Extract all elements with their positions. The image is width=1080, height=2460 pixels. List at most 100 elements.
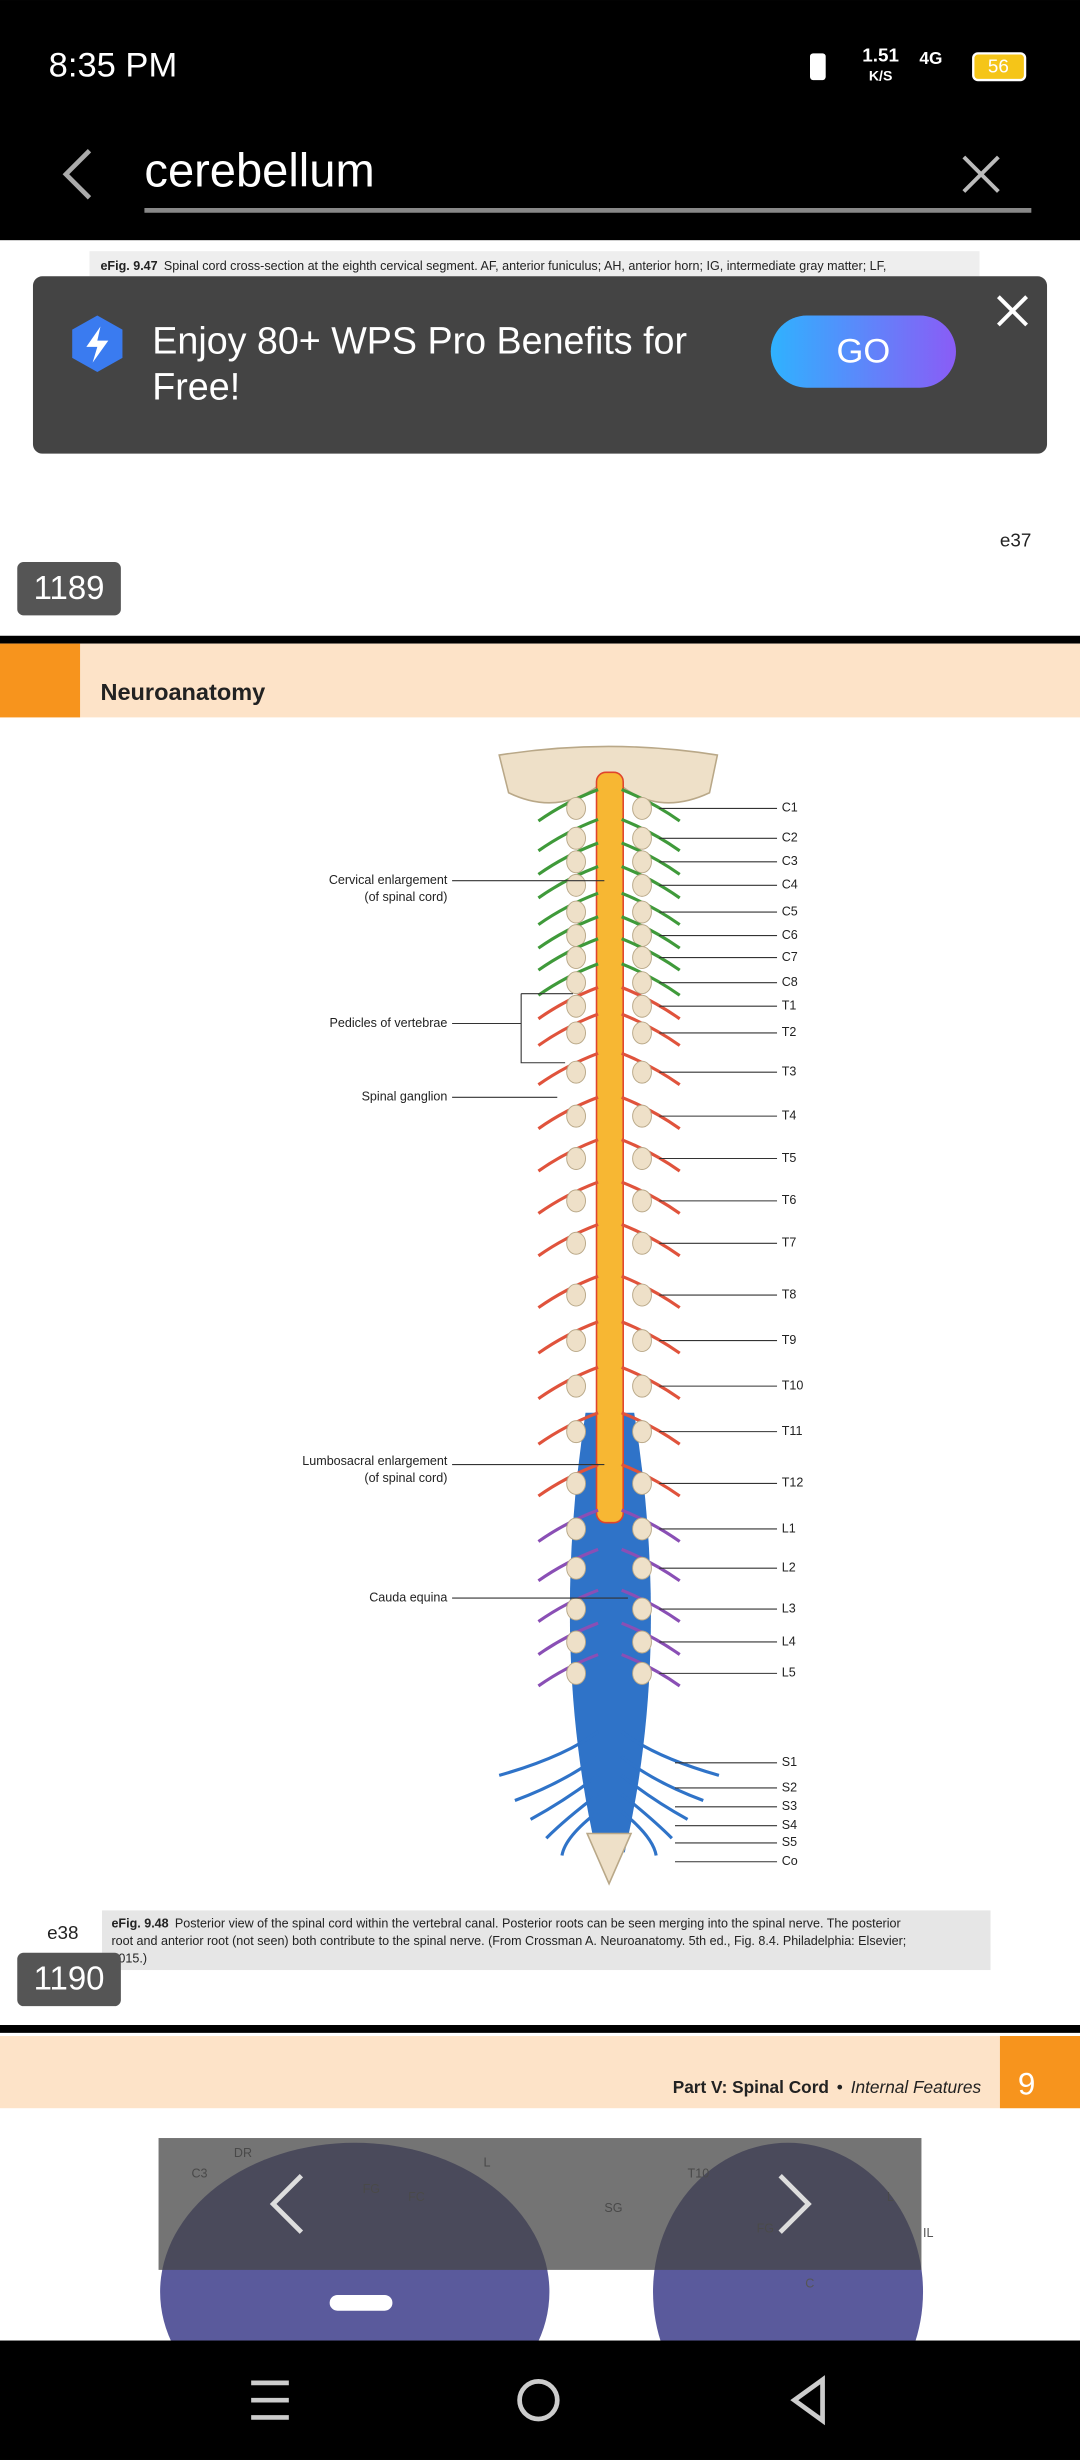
nerve: [620, 1793, 673, 1840]
vertebra: [632, 1329, 652, 1353]
nerve: [537, 1508, 599, 1543]
segment-label: T6: [782, 1193, 797, 1207]
vertebra: [632, 1420, 652, 1444]
nerve: [621, 937, 681, 972]
nerve: [621, 1411, 681, 1446]
net-type: 4G: [919, 48, 942, 68]
vertebra: [566, 1471, 586, 1495]
nerve: [529, 1774, 600, 1821]
vertebra: [632, 873, 652, 897]
nerve: [537, 1012, 599, 1047]
nerve: [537, 1180, 599, 1215]
nerve: [560, 1810, 600, 1856]
page-label: e37: [1000, 530, 1031, 551]
nerve: [621, 865, 681, 900]
left-label: (of spinal cord): [364, 1471, 447, 1485]
caption: eFig. 9.47 Spinal cord cross-section at t…: [100, 259, 886, 273]
leader-lines: [452, 880, 628, 1599]
vertebra: [566, 1231, 586, 1255]
fig-text: root and anterior root (not seen) both c…: [111, 1934, 906, 1948]
time: 8:35 PM: [49, 47, 178, 85]
vertebra: [566, 1630, 586, 1654]
ad-button[interactable]: [770, 315, 956, 388]
vertebra: [632, 900, 652, 924]
vertebra: [632, 1231, 652, 1255]
nerve: [620, 1810, 658, 1856]
nerve: [537, 1274, 599, 1309]
vertebra: [632, 1060, 652, 1084]
left-label: Cauda equina: [369, 1590, 447, 1604]
segment-label: T2: [782, 1025, 797, 1039]
nerve: [537, 1320, 599, 1355]
vertebra: [566, 946, 586, 970]
separator: [0, 635, 1080, 644]
vertebra: [566, 1104, 586, 1128]
menu-button[interactable]: [251, 2380, 289, 2420]
nerve: [621, 817, 681, 853]
image-label: C: [805, 2276, 814, 2290]
separator: [0, 2025, 1080, 2033]
vertebra: [566, 796, 586, 820]
nerve: [537, 1463, 599, 1498]
nerve: [621, 1365, 681, 1400]
ad-close[interactable]: [996, 295, 1029, 327]
nerve: [514, 1755, 600, 1803]
segment-label: L1: [782, 1521, 796, 1535]
home-button[interactable]: [517, 2378, 560, 2422]
vertebra: [632, 1147, 652, 1170]
nerve: [621, 1051, 681, 1087]
vertebra: [632, 994, 652, 1018]
vertebra: [566, 850, 586, 874]
prev-page[interactable]: [269, 2174, 304, 2234]
clear-button[interactable]: [962, 155, 1000, 193]
vertebra: [632, 1597, 652, 1621]
nerve: [537, 962, 599, 997]
vertebra: [566, 1517, 586, 1541]
vertebra: [566, 1661, 586, 1685]
nerve: [621, 985, 681, 1021]
nerve: [537, 788, 599, 823]
net-unit: K/S: [869, 68, 893, 84]
image-detail: [329, 2295, 393, 2311]
search-query[interactable]: cerebellum: [144, 144, 374, 197]
back-button[interactable]: [62, 149, 92, 200]
page-number: 1189: [34, 569, 105, 606]
vertebra: [632, 1189, 652, 1213]
segment-label: S4: [782, 1818, 797, 1832]
vertebra: [566, 1374, 586, 1398]
nerve: [620, 1774, 689, 1821]
page-badge: [17, 561, 121, 616]
segment-label: C1: [782, 801, 798, 815]
nerve: [537, 1365, 599, 1400]
top-bar: [0, 0, 1080, 241]
running-head: Part V: Spinal Cord • Internal Features: [673, 2076, 982, 2096]
vertebra: [632, 1283, 652, 1307]
nav-bar: [0, 2340, 1080, 2460]
nerve: [537, 891, 599, 926]
nerve: [537, 1547, 599, 1583]
header-tab: [0, 643, 81, 718]
ad-icon-bolt: [86, 326, 109, 363]
segment-label: T8: [782, 1287, 797, 1301]
vertebra: [566, 971, 586, 995]
page-label: e38: [47, 1922, 78, 1943]
nerve: [621, 891, 681, 926]
chapter-tab: [999, 2035, 1080, 2109]
vertebra: [566, 1597, 586, 1621]
next-page[interactable]: [778, 2174, 812, 2234]
vertebra: [632, 1374, 652, 1398]
net-speed: 1.51: [862, 44, 899, 65]
ad-button-label[interactable]: GO: [837, 332, 891, 370]
nerve: [537, 1653, 599, 1688]
nerve: [621, 1621, 681, 1656]
vertebra: [566, 826, 586, 850]
vertebra: [632, 850, 652, 874]
segment-label: L4: [782, 1634, 796, 1648]
back-nav-button[interactable]: [790, 2375, 825, 2426]
segment-label: L5: [782, 1666, 796, 1680]
nerve: [621, 1508, 681, 1543]
part: Part V: Spinal Cord: [673, 2076, 829, 2096]
nerve: [621, 1138, 681, 1173]
vertebra: [566, 873, 586, 897]
nerve: [621, 1320, 681, 1355]
